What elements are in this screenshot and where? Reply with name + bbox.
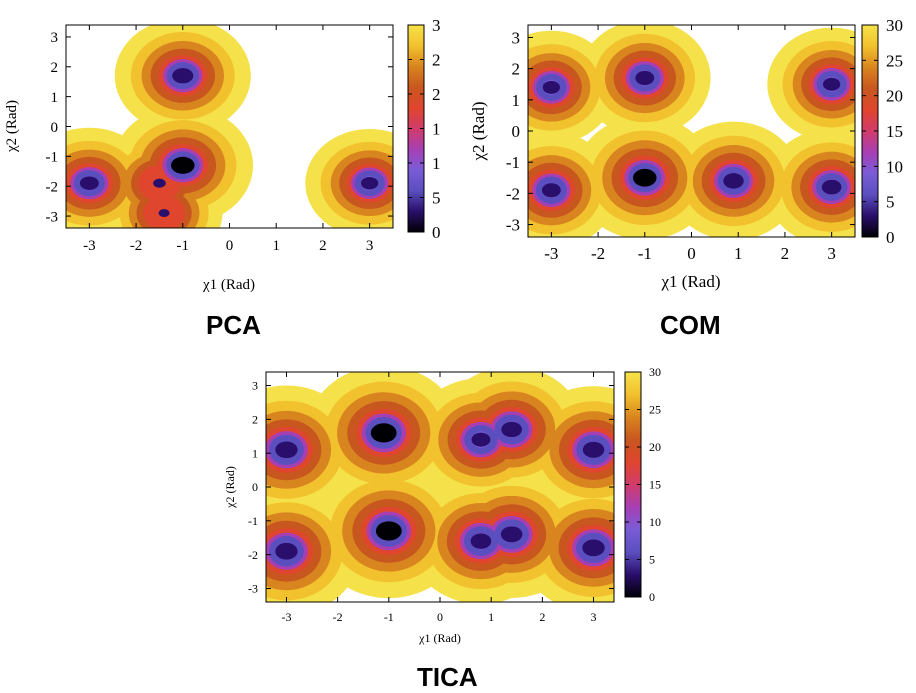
x-tick-label: 2: [319, 238, 327, 254]
colorbar-tick-label: 20: [432, 85, 440, 104]
basin-minimum: [275, 542, 298, 560]
colorbar-tick-label: 15: [886, 122, 903, 141]
y-axis-label: χ2 (Rad): [4, 100, 20, 153]
panel-title-com: COM: [660, 310, 721, 340]
y-axis-label: χ2 (Rad): [223, 466, 237, 509]
colorbar-tick-label: 10: [432, 154, 440, 173]
x-tick-label: -1: [384, 610, 394, 624]
x-axis-label: χ1 (Rad): [202, 277, 255, 293]
y-tick-label: -3: [248, 582, 258, 596]
x-tick-label: 1: [734, 244, 743, 263]
y-tick-label: 1: [512, 91, 521, 110]
y-tick-label: -1: [506, 153, 520, 172]
y-tick-label: 2: [252, 413, 258, 427]
colorbar-tick-label: 5: [886, 193, 895, 212]
basin-minimum: [275, 441, 298, 459]
pca-chart: -3 -2 -1 0 1 2 3 -3 -2 -1 0 1 2 3 0 5 10 15 20 25 30 χ1 (Ra…: [4, 16, 440, 293]
y-tick-label: -2: [248, 548, 258, 562]
y-tick-label: 0: [252, 480, 258, 494]
y-tick-label: 1: [51, 90, 59, 106]
y-tick-label: -3: [506, 215, 520, 234]
y-tick-label: 2: [512, 60, 521, 79]
basin-minimum: [541, 183, 561, 198]
basin-minimum: [171, 156, 195, 174]
colorbar-tick-label: 25: [432, 50, 440, 69]
colorbar-tick-label: 25: [886, 51, 903, 70]
y-tick-label: -2: [46, 179, 59, 195]
x-tick-label: -3: [544, 244, 558, 263]
basin-minimum: [153, 178, 166, 188]
y-tick-label: 3: [512, 28, 521, 47]
colorbar-tick-label: 20: [886, 87, 903, 106]
y-axis-label: χ2 (Rad): [470, 101, 488, 161]
colorbar-tick-label: 30: [886, 16, 903, 35]
basin-minimum: [79, 176, 99, 191]
x-tick-label: -2: [130, 238, 143, 254]
y-tick-label: 1: [252, 446, 258, 460]
colorbar-tick-label: 25: [649, 403, 661, 417]
x-tick-label: 1: [272, 238, 280, 254]
colorbar-tick-label: 0: [649, 590, 655, 604]
y-tick-label: 0: [51, 120, 59, 136]
basin-minimum: [633, 168, 657, 187]
basin-minimum: [361, 176, 379, 190]
x-tick-label: 2: [781, 244, 790, 263]
x-tick-label: 0: [437, 610, 443, 624]
basin-minimum: [158, 209, 170, 218]
panel-title-pca: PCA: [206, 310, 261, 340]
x-tick-label: 0: [226, 238, 234, 254]
x-tick-label: -1: [177, 238, 190, 254]
y-tick-label: -2: [506, 184, 520, 203]
x-tick-label: 3: [827, 244, 836, 263]
panel-title-tica: TICA: [417, 662, 478, 692]
y-tick-label: 3: [51, 30, 59, 46]
colorbar-tick-label: 0: [432, 223, 440, 242]
colorbar-tick-label: 10: [649, 515, 661, 529]
y-tick-label: 0: [512, 122, 521, 141]
basin-minimum: [723, 173, 744, 189]
basin-minimum: [501, 421, 522, 438]
basin-minimum: [471, 432, 491, 447]
basin-minimum: [172, 68, 194, 84]
x-tick-label: -2: [591, 244, 605, 263]
y-tick-label: -3: [46, 209, 59, 225]
colorbar-tick-label: 30: [432, 16, 440, 35]
basin-minimum: [582, 539, 605, 557]
x-axis-label: χ1 (Rad): [418, 631, 461, 645]
colorbar-tick-label: 5: [649, 553, 655, 567]
y-tick-label: -1: [248, 514, 258, 528]
y-tick-label: -1: [46, 150, 59, 166]
basin-minimum: [470, 533, 492, 549]
x-tick-label: 0: [687, 244, 696, 263]
x-tick-label: -3: [281, 610, 291, 624]
colorbar-tick-label: 30: [649, 365, 661, 379]
x-tick-label: -3: [83, 238, 96, 254]
basin-minimum: [500, 526, 523, 543]
basin-minimum: [370, 423, 397, 443]
x-tick-label: 1: [488, 610, 494, 624]
colorbar-tick-label: 10: [886, 157, 903, 176]
x-axis-label: χ1 (Rad): [660, 272, 720, 291]
basin-minimum: [542, 80, 560, 94]
basin-minimum: [582, 441, 605, 458]
basin-minimum: [635, 70, 655, 86]
colorbar-tick-label: 0: [886, 228, 895, 247]
tica-chart: -3 -2 -1 0 1 2 3 -3 -2 -1 0 1 2 3 0 5 10 15 20 25 30 χ1 (Ra…: [223, 365, 661, 645]
basin-minimum: [821, 179, 842, 195]
x-tick-label: 3: [591, 610, 597, 624]
colorbar-tick-label: 5: [432, 188, 440, 207]
basin-minimum: [823, 77, 841, 91]
colorbar-tick-label: 15: [649, 478, 661, 492]
x-tick-label: -1: [638, 244, 652, 263]
x-tick-label: -2: [333, 610, 343, 624]
x-tick-label: 3: [366, 238, 374, 254]
x-tick-label: 2: [539, 610, 545, 624]
com-chart: -3 -2 -1 0 1 2 3 -3 -2 -1 0 1 2 3 0 5 10 15 20 25 30 χ1 (Ra…: [470, 16, 903, 291]
y-tick-label: 2: [51, 60, 59, 76]
basin-minimum: [375, 521, 402, 541]
colorbar-tick-label: 15: [432, 119, 440, 138]
y-tick-label: 3: [252, 379, 258, 393]
colorbar-tick-label: 20: [649, 440, 661, 454]
